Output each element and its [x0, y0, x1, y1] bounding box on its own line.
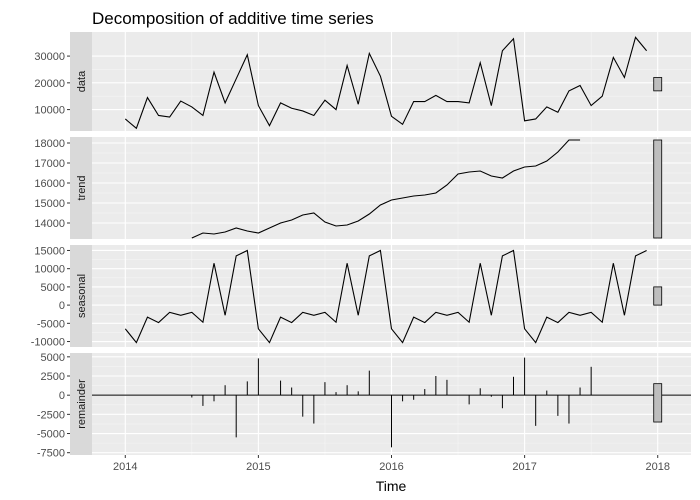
- series-line-trend: [191, 139, 581, 239]
- panel-strip: [70, 245, 92, 347]
- y-tick-label: 15000: [34, 245, 65, 257]
- y-tick-label: 10000: [34, 105, 65, 117]
- range-bar: [653, 139, 663, 239]
- y-tick-label: 0: [59, 300, 65, 312]
- panel-strip: [70, 353, 92, 455]
- y-tick-label: 18000: [34, 138, 65, 150]
- y-tick-label: 5000: [41, 282, 65, 294]
- panels-group: data 10000 20000 30000 trend 14000 15000 16000 1…: [31, 32, 691, 460]
- x-tick-label: 2015: [246, 461, 270, 473]
- range-bar: [653, 77, 663, 92]
- series-line-seasonal: [124, 249, 647, 344]
- strip-label-trend: trend: [76, 175, 88, 200]
- panel-seasonal: seasonal -10000 -5000 0 5000 10000 15000: [31, 245, 691, 349]
- x-tick-label: 2017: [512, 461, 536, 473]
- x-axis: 2014 2015 2016 2017 2018: [113, 455, 670, 473]
- y-tick-label: 2500: [41, 371, 65, 383]
- y-tick-label: -10000: [31, 337, 65, 349]
- y-tick-label: 30000: [34, 51, 65, 63]
- panel-data: data 10000 20000 30000: [34, 32, 691, 131]
- series-line-data: [124, 36, 648, 130]
- y-tick-label: 20000: [34, 78, 65, 90]
- strip-label-data: data: [76, 70, 88, 92]
- x-tick-label: 2014: [113, 461, 137, 473]
- panel-trend: trend 14000 15000 16000 17000 18000: [34, 137, 691, 239]
- panel-remainder: remainder -7500 -5000 -2500 0 2500 5000: [37, 352, 691, 460]
- panel-strip: [70, 32, 92, 131]
- y-tick-label: 5000: [41, 352, 65, 364]
- y-tick-label: 15000: [34, 198, 65, 210]
- range-bar: [653, 286, 663, 306]
- y-tick-label: 17000: [34, 158, 65, 170]
- panel-strip: [70, 137, 92, 239]
- y-tick-label: 16000: [34, 178, 65, 190]
- x-tick-label: 2018: [645, 461, 669, 473]
- x-tick-label: 2016: [379, 461, 403, 473]
- chart-title: Decomposition of additive time series: [92, 9, 374, 28]
- strip-label-seasonal: seasonal: [76, 274, 88, 318]
- y-tick-label: 0: [59, 390, 65, 402]
- y-tick-label: -5000: [37, 318, 65, 330]
- range-bar: [653, 383, 663, 423]
- y-tick-label: 10000: [34, 264, 65, 276]
- y-tick-label: -2500: [37, 409, 65, 421]
- y-tick-label: -7500: [37, 448, 65, 460]
- x-axis-title: Time: [376, 478, 407, 494]
- strip-label-remainder: remainder: [76, 379, 88, 429]
- y-tick-label: -5000: [37, 429, 65, 441]
- y-tick-label: 14000: [34, 218, 65, 230]
